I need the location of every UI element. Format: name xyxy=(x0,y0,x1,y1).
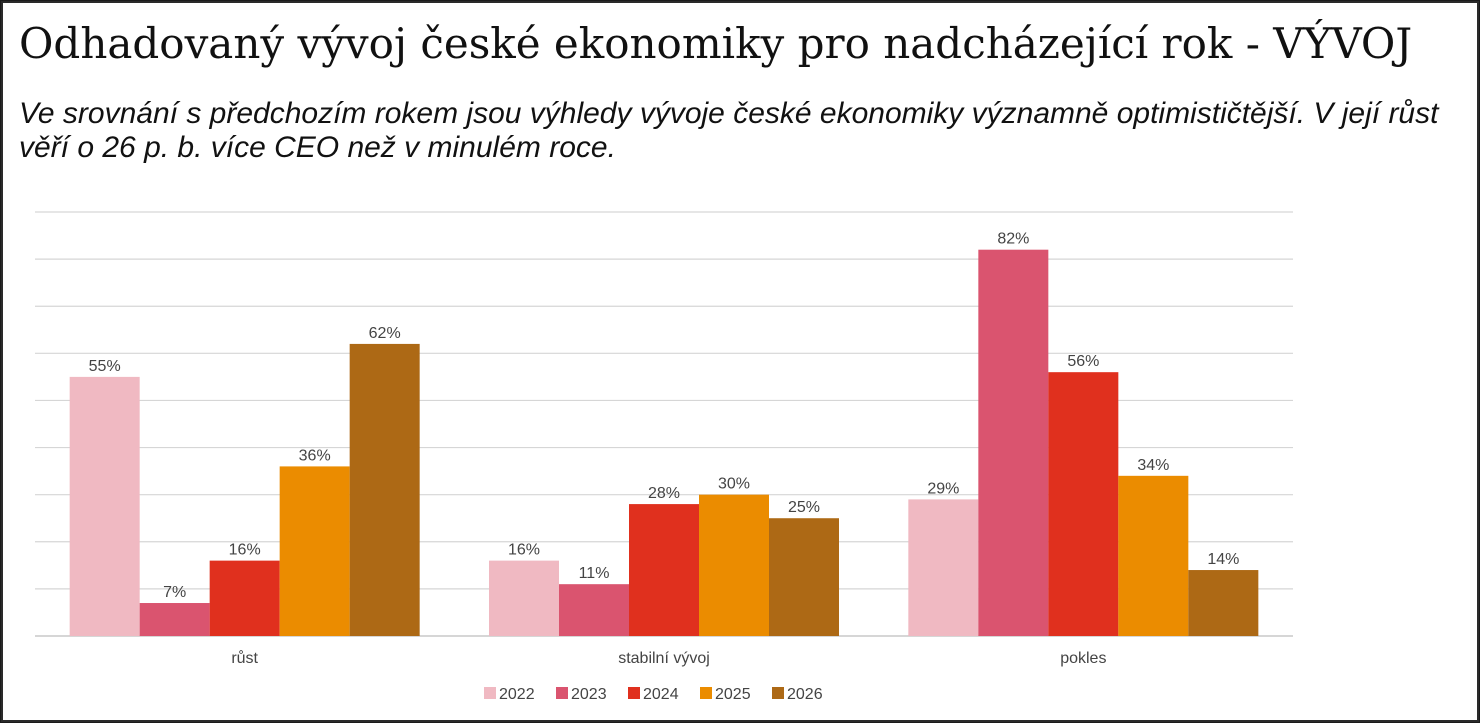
chart-subtitle: Ve srovnání s předchozím rokem jsou výhl… xyxy=(19,97,1439,164)
legend-swatch xyxy=(556,687,568,699)
data-label: 29% xyxy=(927,480,959,497)
bar-2024-1 xyxy=(209,560,280,636)
data-label: 82% xyxy=(997,231,1029,248)
bar-2024-3 xyxy=(1048,372,1119,636)
bar-2023-3 xyxy=(978,249,1049,636)
legend-swatch xyxy=(772,687,784,699)
bar-2026-1 xyxy=(349,343,420,636)
bar-2023-2 xyxy=(559,584,629,636)
data-label: 55% xyxy=(89,358,121,375)
bar-2024-2 xyxy=(629,504,699,636)
data-label: 28% xyxy=(648,485,680,502)
data-label: 16% xyxy=(229,542,261,559)
data-label: 7% xyxy=(163,584,186,601)
category-label: růst xyxy=(231,649,258,667)
data-label: 62% xyxy=(369,325,401,342)
data-label: 11% xyxy=(579,565,610,582)
bar-2023-1 xyxy=(139,603,210,636)
data-label: 25% xyxy=(788,499,820,516)
legend-swatch xyxy=(484,687,496,699)
bar-2025-3 xyxy=(1118,475,1189,636)
legend-swatch xyxy=(700,687,712,699)
data-label: 16% xyxy=(508,542,540,559)
category-label: pokles xyxy=(1060,650,1106,667)
chart-title: Odhadovaný vývoj české ekonomiky pro nad… xyxy=(19,19,1413,68)
legend-label: 2024 xyxy=(643,686,679,703)
legend-label: 2023 xyxy=(571,686,607,703)
bar-2022-2 xyxy=(489,560,559,636)
legend-swatch xyxy=(628,687,640,699)
data-label: 34% xyxy=(1137,457,1169,474)
data-label: 14% xyxy=(1207,551,1239,568)
legend-label: 2025 xyxy=(715,686,751,703)
bar-2022-3 xyxy=(908,499,979,636)
bar-2025-2 xyxy=(699,494,769,636)
legend-label: 2026 xyxy=(787,686,823,703)
data-label: 30% xyxy=(718,476,750,493)
bar-2026-3 xyxy=(1188,570,1259,636)
data-label: 36% xyxy=(299,447,331,464)
data-label: 56% xyxy=(1067,353,1099,370)
bar-2026-2 xyxy=(769,518,839,636)
bar-2022-1 xyxy=(69,376,140,636)
legend-label: 2022 xyxy=(499,686,535,703)
bar-2025-1 xyxy=(279,466,350,636)
category-label: stabilní vývoj xyxy=(618,650,710,667)
